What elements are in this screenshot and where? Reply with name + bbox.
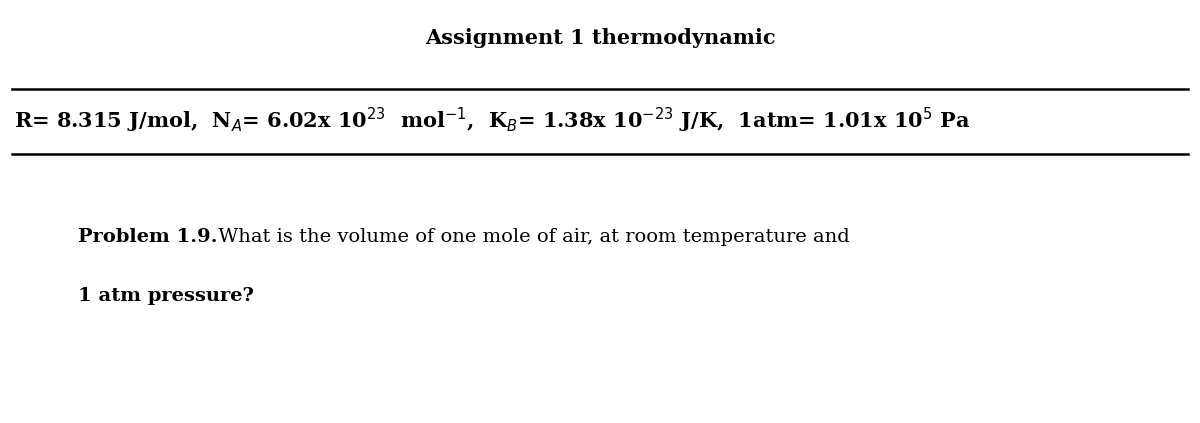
Text: R= 8.315 J/mol,  N$_{A}$= 6.02x 10$^{23}$  mol$^{-1}$,  K$_{B}$= 1.38x 10$^{-23}: R= 8.315 J/mol, N$_{A}$= 6.02x 10$^{23}$… — [14, 106, 971, 135]
Text: Problem 1.9.: Problem 1.9. — [78, 228, 217, 246]
Text: What is the volume of one mole of air, at room temperature and: What is the volume of one mole of air, a… — [212, 228, 850, 246]
Text: Assignment 1 thermodynamic: Assignment 1 thermodynamic — [425, 28, 775, 48]
Text: 1 atm pressure?: 1 atm pressure? — [78, 287, 254, 305]
